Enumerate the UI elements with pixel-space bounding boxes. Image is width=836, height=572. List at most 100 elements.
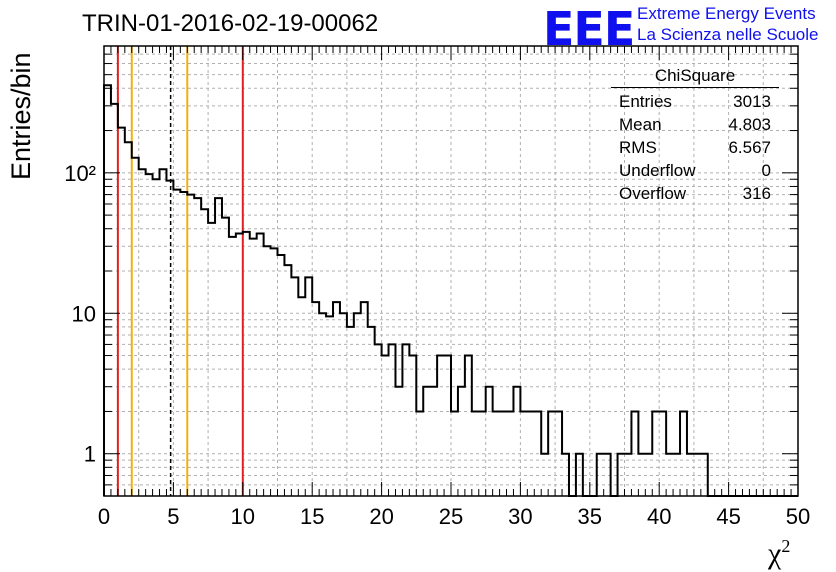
histogram-bin xyxy=(395,387,402,496)
histogram-bin xyxy=(180,192,187,496)
x-tick-label: 15 xyxy=(300,504,324,529)
histogram-bin xyxy=(534,411,541,496)
histogram-bin xyxy=(354,313,361,496)
x-axis-label-exponent: 2 xyxy=(781,536,791,556)
histogram-bin xyxy=(527,411,534,496)
stat-row: Overflow 316 xyxy=(611,182,779,205)
histogram-bin xyxy=(409,356,416,496)
histogram-bin xyxy=(201,209,208,496)
stat-row: RMS 6.567 xyxy=(611,136,779,159)
histogram-bin xyxy=(652,411,659,496)
y-tick-label: 10 xyxy=(72,301,96,326)
histogram-bin xyxy=(111,104,118,496)
histogram-bin xyxy=(513,387,520,496)
histogram-bin xyxy=(666,454,673,496)
stats-box: ChiSquare Entries 3013 Mean 4.803 RMS 6.567 Un… xyxy=(611,66,779,205)
histogram-bin xyxy=(548,411,555,496)
x-tick-label: 40 xyxy=(647,504,671,529)
histogram-bin xyxy=(312,302,319,496)
histogram-bin xyxy=(229,237,236,496)
histogram-bin xyxy=(208,223,215,496)
x-tick-label: 0 xyxy=(98,504,110,529)
histogram-series xyxy=(103,84,798,497)
histogram-bin xyxy=(479,411,486,496)
histogram-bin xyxy=(236,233,243,496)
histogram-bin xyxy=(638,454,645,496)
histogram-bin xyxy=(389,344,396,496)
histogram-bin xyxy=(125,142,132,496)
histogram-bin xyxy=(604,454,611,496)
stat-value: 0 xyxy=(761,161,771,180)
histogram-bin xyxy=(520,411,527,496)
x-tick-label: 25 xyxy=(439,504,463,529)
histogram-bin xyxy=(222,218,229,496)
stat-label: Entries xyxy=(619,92,672,111)
histogram-bin xyxy=(645,454,652,496)
histogram-bin xyxy=(701,454,708,496)
histogram-bin xyxy=(319,313,326,496)
x-tick-label: 5 xyxy=(167,504,179,529)
histogram-bin xyxy=(562,454,569,496)
histogram-bin xyxy=(361,302,368,496)
stat-label: RMS xyxy=(619,138,657,157)
stat-row: Underflow 0 xyxy=(611,159,779,182)
x-tick-label: 50 xyxy=(786,504,810,529)
stat-label: Underflow xyxy=(619,161,696,180)
histogram-bin xyxy=(618,454,625,496)
histogram-bin xyxy=(368,327,375,496)
histogram-bin xyxy=(493,411,500,496)
histogram-bin xyxy=(680,411,687,496)
stat-label: Mean xyxy=(619,115,662,134)
histogram-bin xyxy=(451,411,458,496)
x-tick-label: 20 xyxy=(369,504,393,529)
histogram-bin xyxy=(173,190,180,496)
x-axis-label: χ2 xyxy=(768,536,790,571)
histogram-bin xyxy=(673,454,680,496)
histogram-bin xyxy=(625,454,632,496)
histogram-bin xyxy=(146,174,153,496)
histogram-bin xyxy=(347,327,354,496)
histogram-bin xyxy=(284,265,291,496)
stats-rows: Entries 3013 Mean 4.803 RMS 6.567 Underflow 0 Ov… xyxy=(611,90,779,205)
histogram-bin xyxy=(194,198,201,496)
histogram-bin xyxy=(139,169,146,496)
histogram-bin xyxy=(687,454,694,496)
histogram-bin xyxy=(264,246,271,496)
histogram-bin xyxy=(104,85,111,496)
stat-row: Mean 4.803 xyxy=(611,113,779,136)
x-axis-label-symbol: χ xyxy=(768,537,782,570)
stat-value: 4.803 xyxy=(728,115,771,134)
histogram-bin xyxy=(458,387,465,496)
histogram-bin xyxy=(486,387,493,496)
histogram-bin xyxy=(375,344,382,496)
histogram-bin xyxy=(166,181,173,496)
histogram-bin xyxy=(291,277,298,496)
x-tick-label: 45 xyxy=(716,504,740,529)
histogram-bin xyxy=(541,454,548,496)
stat-value: 6.567 xyxy=(728,138,771,157)
x-tick-label: 10 xyxy=(231,504,255,529)
histogram-bin xyxy=(430,387,437,496)
histogram-bin xyxy=(243,232,250,496)
histogram-bin xyxy=(472,411,479,496)
histogram-bin xyxy=(597,454,604,496)
y-tick-label: 10² xyxy=(64,161,96,186)
histogram-bin xyxy=(160,169,167,496)
histogram-bin xyxy=(402,344,409,496)
stat-value: 316 xyxy=(742,184,771,203)
histogram-bin xyxy=(423,387,430,496)
histogram-bin xyxy=(271,248,278,496)
histogram-bin xyxy=(444,356,451,496)
x-tick-label: 30 xyxy=(508,504,532,529)
histogram-bin xyxy=(465,356,472,496)
histogram-bin xyxy=(631,411,638,496)
histogram-bin xyxy=(340,313,347,496)
x-tick-label: 35 xyxy=(578,504,602,529)
histogram-bin xyxy=(437,356,444,496)
histogram-bin xyxy=(250,239,257,496)
histogram-bin xyxy=(333,302,340,496)
histogram-bin xyxy=(659,411,666,496)
histogram-bin xyxy=(257,233,264,496)
histogram-bin xyxy=(576,454,583,496)
